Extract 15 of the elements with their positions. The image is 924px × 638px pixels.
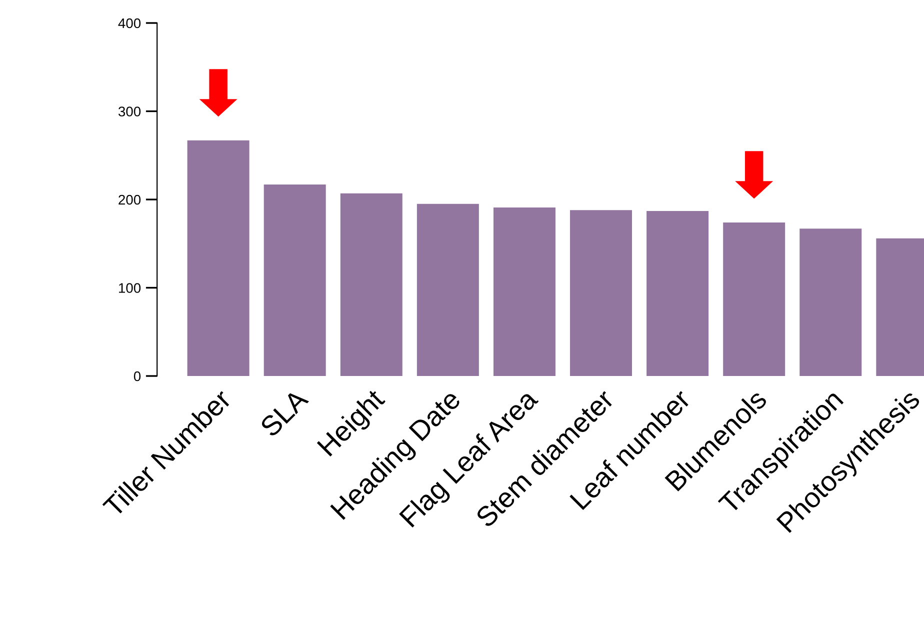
bar (493, 207, 556, 376)
y-tick-label: 100 (118, 283, 141, 293)
bar (570, 210, 632, 376)
bar (264, 184, 326, 376)
bar (646, 210, 709, 376)
y-tick-label: 200 (118, 194, 141, 205)
bar (723, 222, 786, 376)
y-tick-label: 0 (134, 371, 141, 382)
bar (416, 204, 479, 376)
bar (800, 228, 862, 376)
x-tick-label: SLA (259, 388, 310, 438)
bar (187, 140, 250, 376)
y-tick-label: 400 (118, 18, 141, 28)
y-tick-label: 300 (118, 106, 141, 116)
bar (340, 193, 402, 376)
